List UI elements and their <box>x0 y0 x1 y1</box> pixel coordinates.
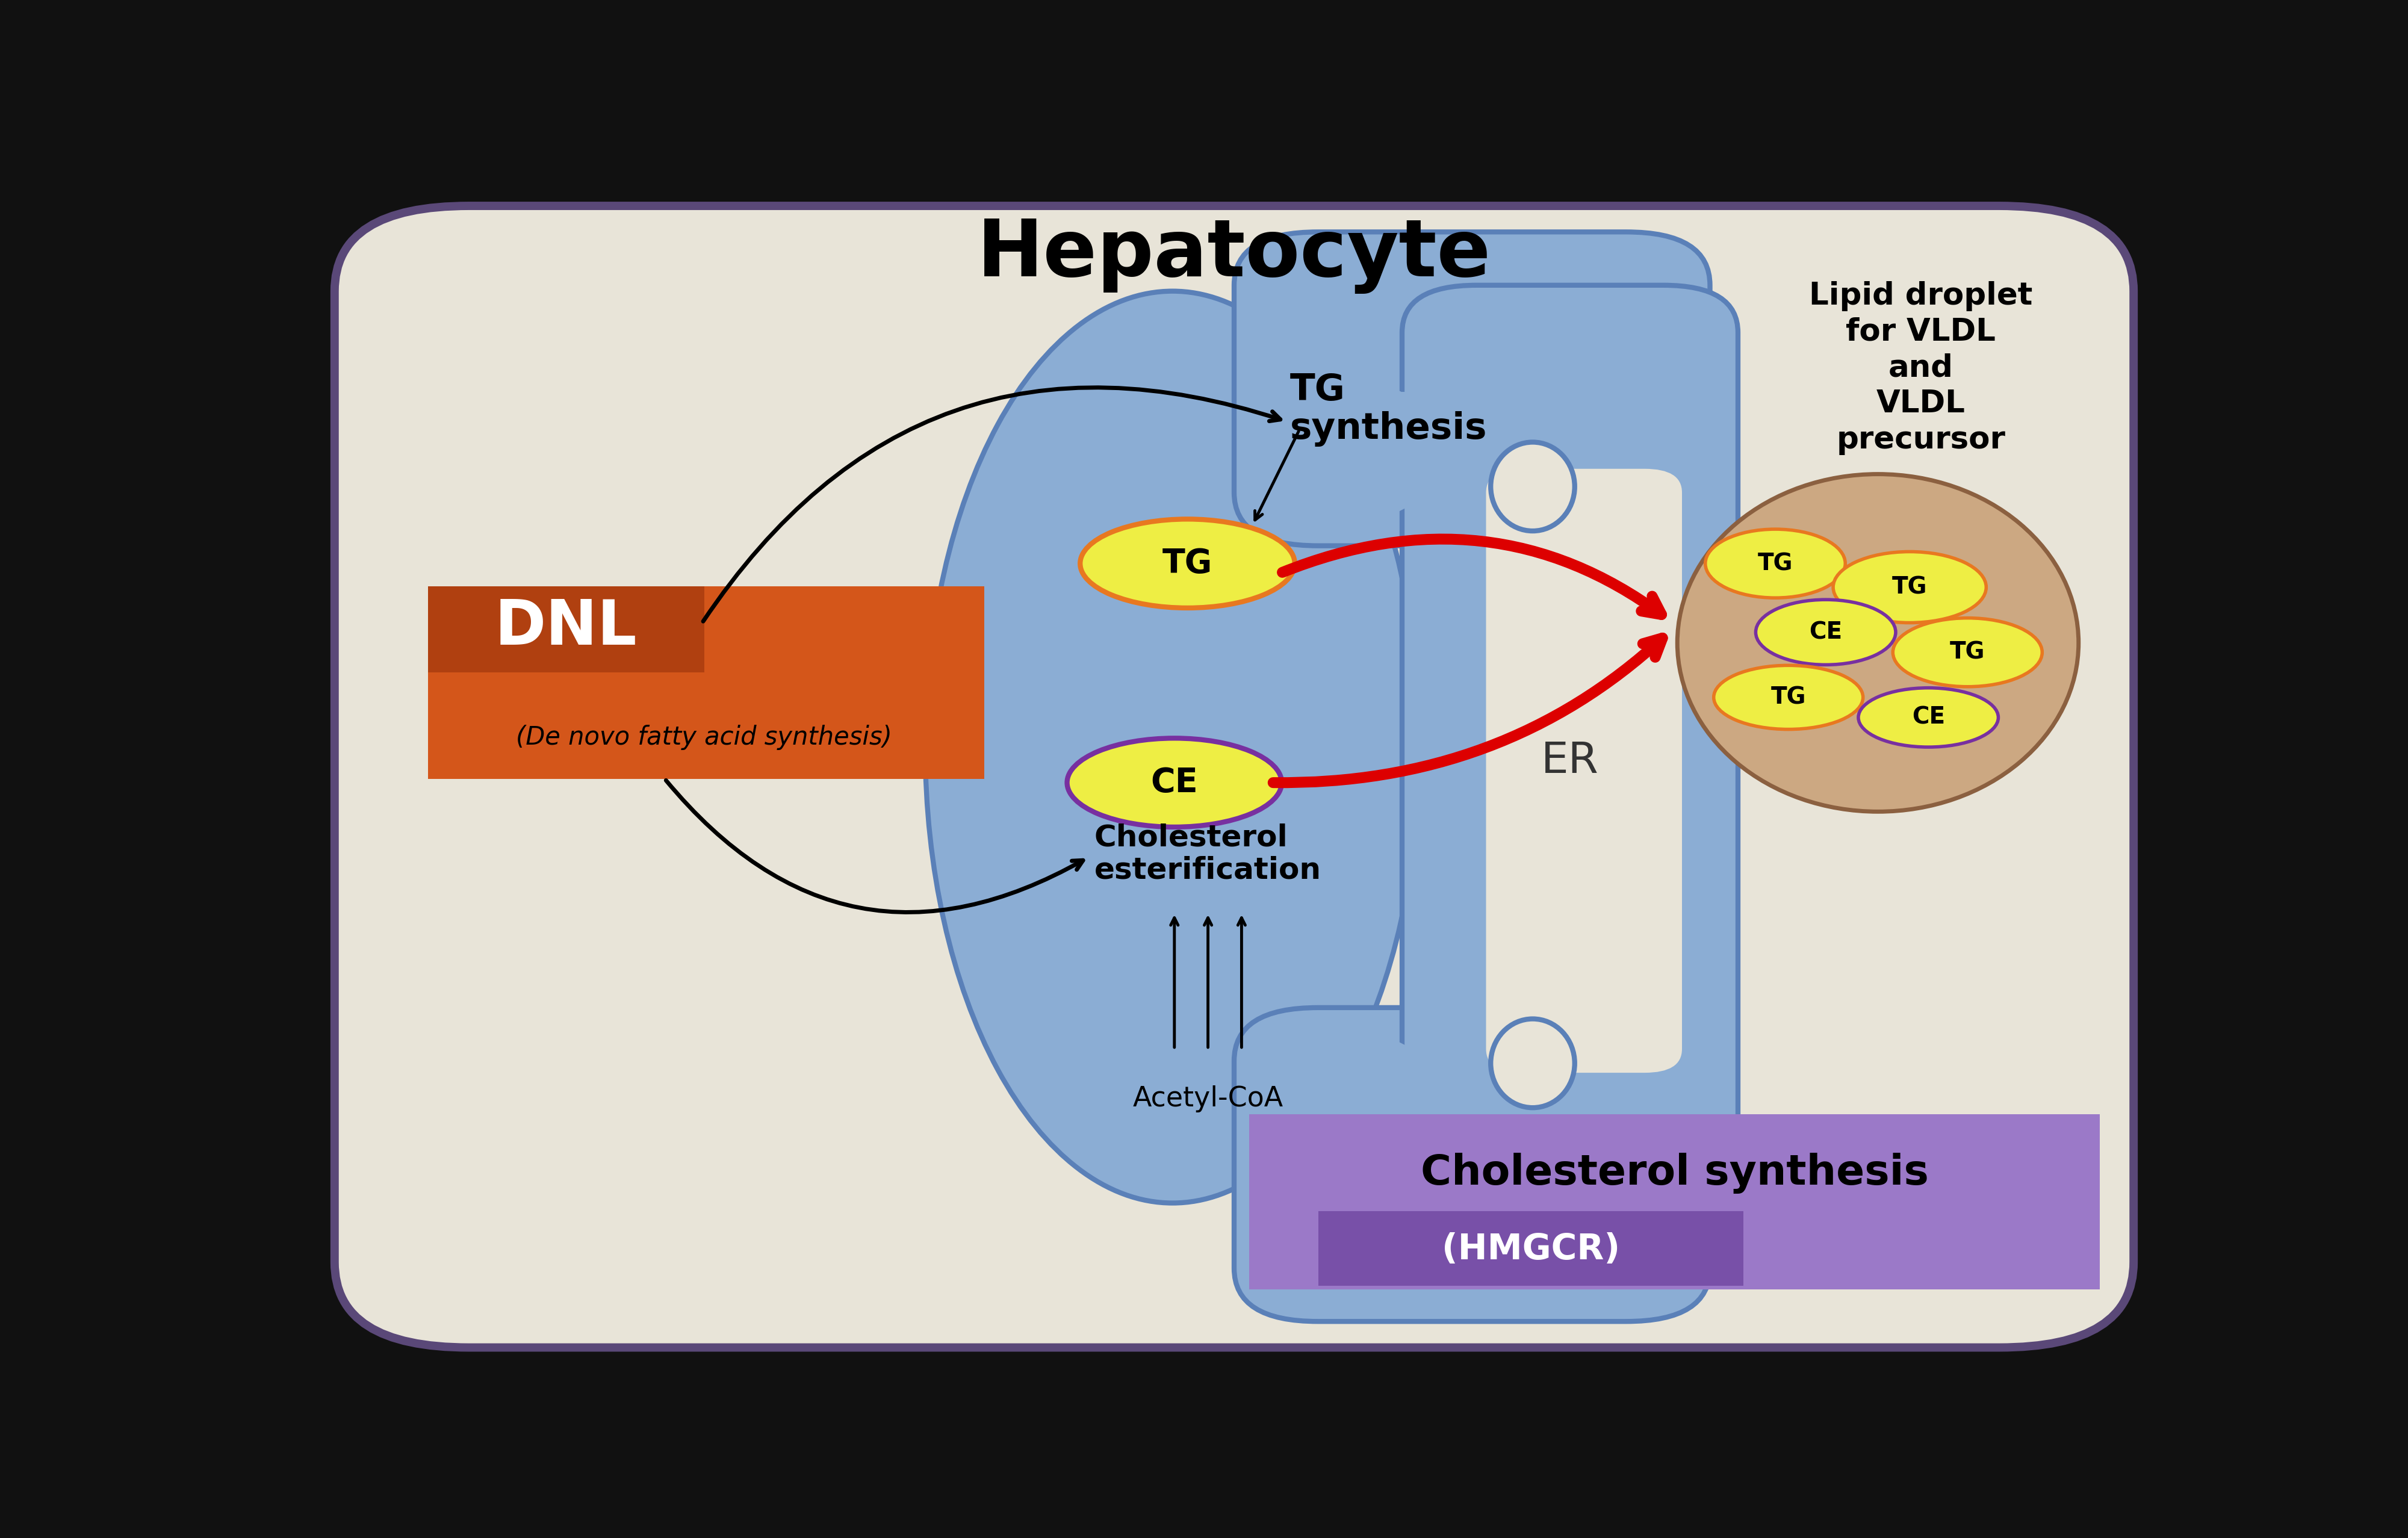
Text: TG: TG <box>1758 552 1794 575</box>
Bar <box>429 586 985 780</box>
Bar <box>1317 392 1486 504</box>
Text: ER: ER <box>1541 740 1599 781</box>
Text: TG: TG <box>1163 548 1214 580</box>
Bar <box>1317 1212 1743 1286</box>
Ellipse shape <box>1491 441 1575 531</box>
Text: Hepatocyte: Hepatocyte <box>978 217 1491 294</box>
Ellipse shape <box>1755 600 1895 664</box>
Text: (HMGCR): (HMGCR) <box>1442 1232 1621 1266</box>
Ellipse shape <box>1678 474 2078 812</box>
Ellipse shape <box>1081 520 1296 608</box>
Text: Lipid droplet
for VLDL
and
VLDL
precursor: Lipid droplet for VLDL and VLDL precurso… <box>1808 281 2032 455</box>
Ellipse shape <box>1893 618 2042 686</box>
Text: TG: TG <box>1893 575 1926 598</box>
FancyBboxPatch shape <box>1233 1007 1710 1321</box>
Text: Acetyl-CoA: Acetyl-CoA <box>1132 1086 1283 1112</box>
Text: TG: TG <box>1770 686 1806 709</box>
Text: Cholesterol synthesis: Cholesterol synthesis <box>1421 1154 1929 1193</box>
FancyBboxPatch shape <box>1486 469 1681 1074</box>
Ellipse shape <box>925 291 1421 1203</box>
Text: TG
synthesis: TG synthesis <box>1291 372 1488 446</box>
Text: CE: CE <box>1151 766 1199 798</box>
Text: TG: TG <box>1950 641 1984 664</box>
Ellipse shape <box>1491 1018 1575 1107</box>
Ellipse shape <box>1705 529 1845 598</box>
Ellipse shape <box>1257 1032 1442 1173</box>
Text: CE: CE <box>1912 706 1946 729</box>
Ellipse shape <box>1257 380 1442 521</box>
Text: Cholesterol
esterification: Cholesterol esterification <box>1093 823 1322 884</box>
Bar <box>429 586 703 672</box>
Bar <box>1317 1049 1486 1161</box>
Text: CE: CE <box>1808 621 1842 643</box>
Ellipse shape <box>1832 552 1987 623</box>
Ellipse shape <box>1714 666 1864 729</box>
FancyBboxPatch shape <box>1233 232 1710 546</box>
FancyBboxPatch shape <box>1401 285 1739 1263</box>
FancyBboxPatch shape <box>335 206 2133 1347</box>
Ellipse shape <box>1859 687 1999 747</box>
Text: DNL: DNL <box>494 597 638 658</box>
Text: (De novo fatty acid synthesis): (De novo fatty acid synthesis) <box>515 724 893 751</box>
Ellipse shape <box>1067 738 1281 827</box>
Bar <box>1250 1114 2100 1289</box>
